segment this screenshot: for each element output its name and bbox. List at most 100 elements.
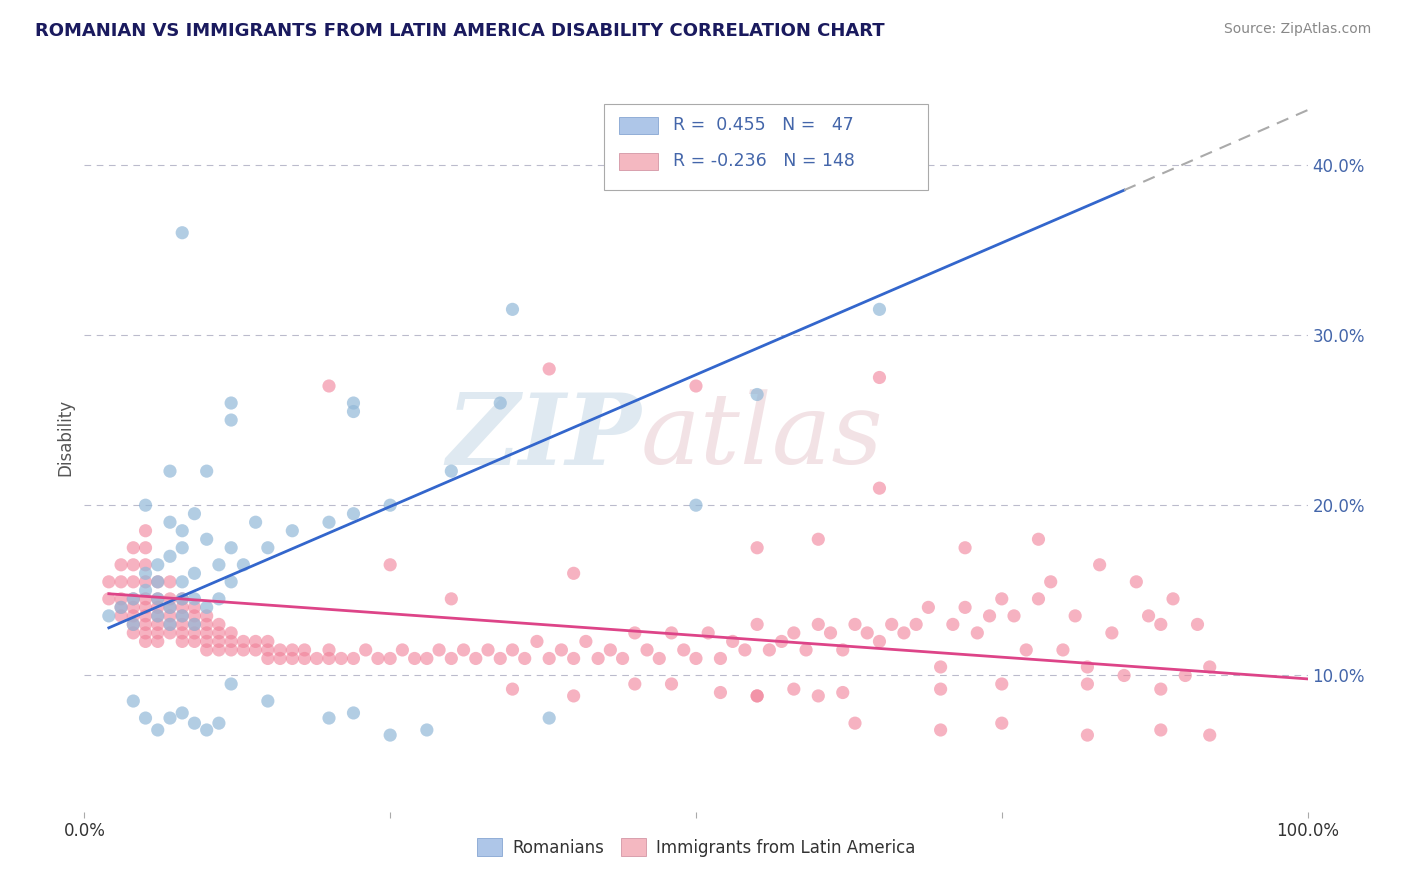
Point [721, 634, 744, 648]
Point [464, 651, 486, 665]
Point [122, 626, 145, 640]
Point [122, 617, 145, 632]
Point [991, 716, 1014, 731]
Point [183, 634, 205, 648]
Point [440, 591, 463, 606]
Bar [619, 153, 658, 169]
Point [991, 591, 1014, 606]
Point [367, 651, 389, 665]
Point [893, 626, 915, 640]
Point [146, 591, 169, 606]
Point [172, 591, 194, 606]
Point [183, 608, 205, 623]
Point [159, 617, 181, 632]
Point [135, 498, 157, 512]
Point [427, 643, 450, 657]
Point [917, 600, 939, 615]
Point [1039, 574, 1062, 589]
Point [1187, 617, 1209, 632]
Point [831, 643, 853, 657]
Point [183, 507, 205, 521]
Point [318, 379, 340, 393]
Point [354, 643, 377, 657]
Point [269, 643, 291, 657]
Point [183, 617, 205, 632]
Point [929, 682, 952, 697]
Point [159, 600, 181, 615]
Point [318, 711, 340, 725]
Point [342, 396, 364, 410]
Point [783, 626, 806, 640]
Point [648, 651, 671, 665]
Point [1015, 643, 1038, 657]
Point [342, 706, 364, 720]
Point [97, 574, 120, 589]
Point [195, 464, 218, 478]
Point [747, 541, 769, 555]
Point [135, 574, 157, 589]
Legend: Romanians, Immigrants from Latin America: Romanians, Immigrants from Latin America [471, 832, 921, 863]
Point [245, 515, 267, 529]
Point [966, 626, 988, 640]
Point [159, 574, 181, 589]
Point [146, 723, 169, 737]
Bar [619, 117, 658, 134]
Point [685, 498, 707, 512]
Point [110, 608, 132, 623]
Point [586, 651, 609, 665]
Point [219, 626, 242, 640]
Point [281, 524, 304, 538]
Point [929, 723, 952, 737]
Point [122, 608, 145, 623]
Point [513, 651, 536, 665]
Point [110, 600, 132, 615]
Point [146, 574, 169, 589]
Point [97, 591, 120, 606]
Point [489, 396, 512, 410]
Point [110, 574, 132, 589]
Point [195, 600, 218, 615]
Point [135, 541, 157, 555]
Point [562, 566, 585, 581]
Point [1125, 574, 1147, 589]
Point [318, 515, 340, 529]
Point [208, 634, 231, 648]
Point [869, 370, 891, 384]
Point [807, 689, 830, 703]
Point [208, 643, 231, 657]
Point [159, 600, 181, 615]
Point [1052, 643, 1074, 657]
Point [146, 591, 169, 606]
Point [1198, 660, 1220, 674]
Point [245, 634, 267, 648]
Point [636, 643, 658, 657]
Point [624, 677, 647, 691]
Point [953, 541, 976, 555]
Point [794, 643, 817, 657]
Point [195, 608, 218, 623]
Point [195, 723, 218, 737]
Point [1174, 668, 1197, 682]
Point [146, 626, 169, 640]
Point [380, 651, 402, 665]
Point [440, 464, 463, 478]
Point [97, 608, 120, 623]
Point [159, 617, 181, 632]
Point [146, 608, 169, 623]
Point [318, 651, 340, 665]
Point [538, 651, 561, 665]
Point [219, 677, 242, 691]
Point [122, 574, 145, 589]
Point [135, 591, 157, 606]
Point [135, 524, 157, 538]
Point [146, 600, 169, 615]
Point [526, 634, 548, 648]
Point [232, 643, 254, 657]
Point [172, 574, 194, 589]
Point [219, 643, 242, 657]
Point [257, 651, 280, 665]
Point [245, 643, 267, 657]
Point [269, 651, 291, 665]
Point [159, 549, 181, 564]
Point [661, 677, 683, 691]
